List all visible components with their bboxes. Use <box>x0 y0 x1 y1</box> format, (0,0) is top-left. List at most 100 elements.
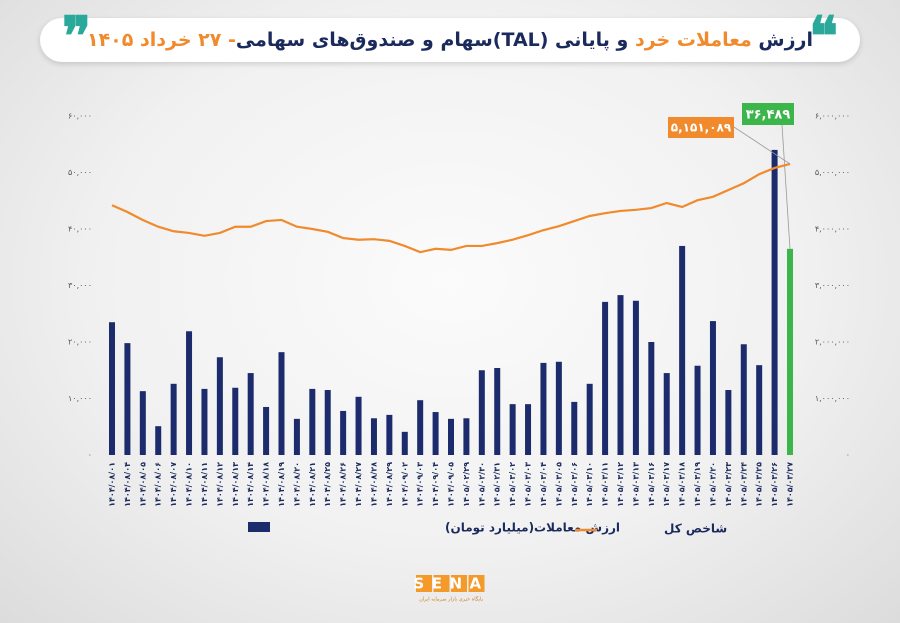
x-tick-label: ۱۴۰۵/۰۲/۲۹ <box>462 462 471 507</box>
y-tick-label: ۰ <box>88 451 92 460</box>
x-tick-label: ۱۴۰۵/۰۳/۲۷ <box>786 462 795 507</box>
x-tick-label: ۱۴۰۵/۰۳/۱۹ <box>693 462 702 507</box>
y-tick-label: ۴۰,۰۰۰ <box>68 225 92 234</box>
y2-tick-label: ۴,۰۰۰,۰۰۰ <box>815 225 850 234</box>
y-tick-label: ۲۰,۰۰۰ <box>68 338 92 347</box>
x-tick-label: ۱۴۰۵/۰۲/۳۰ <box>477 462 486 507</box>
x-tick-label: ۱۴۰۴/۰۸/۰۴ <box>123 462 132 507</box>
y-tick-label: ۶۰,۰۰۰ <box>68 112 92 121</box>
x-tick-label: ۱۴۰۴/۰۸/۲۰ <box>292 462 301 507</box>
bar <box>278 352 285 455</box>
x-tick-label: ۱۴۰۴/۰۸/۲۸ <box>369 462 378 507</box>
y2-tick-label: ۱,۰۰۰,۰۰۰ <box>815 394 850 403</box>
x-tick-label: ۱۴۰۵/۰۳/۰۲ <box>508 462 517 507</box>
bar <box>109 322 115 455</box>
y-tick-label: ۱۰,۰۰۰ <box>68 394 92 403</box>
bar <box>509 404 516 455</box>
legend-swatch <box>248 522 270 532</box>
chart-title: ارزش معاملات خرد و پایانی (TAL)سهام و صن… <box>87 29 813 51</box>
x-tick-label: ۱۴۰۴/۰۸/۰۱ <box>108 462 117 507</box>
bar <box>386 414 393 455</box>
x-tick-label: ۱۴۰۴/۰۸/۱۸ <box>262 462 271 507</box>
x-tick-label: ۱۴۰۴/۰۹/۰۵ <box>447 462 456 507</box>
bar <box>170 383 177 455</box>
x-tick-label: ۱۴۰۵/۰۲/۳۱ <box>493 462 502 507</box>
bar <box>448 418 454 455</box>
value-label-box <box>668 117 734 138</box>
x-tick-label: ۱۴۰۵/۰۳/۲۳ <box>724 462 733 507</box>
bar <box>679 245 686 455</box>
y2-tick-label: ۵,۰۰۰,۰۰۰ <box>815 168 850 177</box>
bar <box>340 410 347 455</box>
title-part: ارزش <box>751 29 814 51</box>
bar <box>478 370 485 455</box>
y-tick-label: ۵۰,۰۰۰ <box>68 168 92 177</box>
logo: SENA پایگاه خبری بازار سرمایه ایران <box>413 575 488 603</box>
x-tick-label: ۱۴۰۵/۰۳/۱۲ <box>616 462 625 507</box>
y2-tick-label: ۳,۰۰۰,۰۰۰ <box>815 281 850 290</box>
x-tick-label: ۱۴۰۴/۰۸/۰۵ <box>138 462 147 507</box>
legend-label: ارزش معاملات(میلیارد تومان) <box>445 521 620 536</box>
bar <box>525 404 532 455</box>
value-label: ۵,۱۵۱,۰۸۹ <box>671 121 732 135</box>
x-tick-label: ۱۴۰۴/۰۸/۰۶ <box>154 462 163 507</box>
logo-cell <box>468 575 485 592</box>
bar <box>663 373 670 455</box>
bar <box>787 248 793 455</box>
bar <box>694 365 701 455</box>
quote-mark: ❝ <box>808 4 838 68</box>
bar <box>355 396 362 455</box>
bar <box>648 342 655 455</box>
x-tick-label: ۱۴۰۴/۰۸/۱۹ <box>277 462 286 507</box>
x-tick-label: ۱۴۰۵/۰۳/۱۷ <box>662 462 671 507</box>
title-part: - ۲۷ خرداد ۱۴۰۵ <box>86 29 236 51</box>
x-tick-label: ۱۴۰۵/۰۳/۱۶ <box>647 462 656 507</box>
bar <box>216 357 223 455</box>
bar <box>247 373 254 455</box>
legend-label: شاخص کل <box>664 522 727 536</box>
x-tick-label: ۱۴۰۴/۰۸/۱۳ <box>231 462 240 507</box>
bar <box>155 426 162 455</box>
x-tick-label: ۱۴۰۴/۰۸/۲۷ <box>354 462 363 507</box>
bar <box>740 344 747 455</box>
bar <box>124 343 131 455</box>
x-tick-label: ۱۴۰۴/۰۸/۱۰ <box>185 462 194 507</box>
bar <box>293 418 300 455</box>
x-tick-label: ۱۴۰۴/۰۹/۰۲ <box>400 462 409 507</box>
logo-cell <box>433 575 450 592</box>
bar <box>586 383 593 455</box>
bar <box>540 362 547 455</box>
x-tick-label: ۱۴۰۴/۰۸/۱۲ <box>215 462 224 507</box>
logo-cell <box>451 575 467 592</box>
bar <box>232 387 239 455</box>
value-label-box <box>742 103 794 125</box>
bar <box>571 401 578 455</box>
bar <box>370 418 377 455</box>
bar <box>263 406 270 455</box>
bar <box>309 388 316 455</box>
y2-tick-label: ۶,۰۰۰,۰۰۰ <box>815 112 850 121</box>
title-part: و پایانی (TAL)سهام و صندوق‌های سهامی <box>235 29 635 51</box>
logo-text: SENA <box>413 575 488 593</box>
x-tick-label: ۱۴۰۵/۰۳/۲۴ <box>739 462 748 507</box>
bar <box>632 300 639 455</box>
x-tick-label: ۱۴۰۵/۰۳/۲۰ <box>708 462 717 507</box>
y-tick-label: ۳۰,۰۰۰ <box>68 281 92 290</box>
bar <box>432 412 439 455</box>
bar <box>201 388 208 455</box>
logo-tagline: پایگاه خبری بازار سرمایه ایران <box>419 596 483 603</box>
x-tick-label: ۱۴۰۴/۰۸/۰۷ <box>169 462 178 507</box>
bar <box>139 391 146 455</box>
bar <box>756 365 763 455</box>
label-leader <box>733 126 791 165</box>
bar <box>709 321 716 455</box>
x-tick-label: ۱۴۰۵/۰۳/۲۶ <box>770 462 779 507</box>
bar <box>602 301 609 455</box>
bar <box>401 431 408 455</box>
y2-tick-label: ۲,۰۰۰,۰۰۰ <box>815 338 850 347</box>
line <box>111 162 791 254</box>
bar <box>725 390 732 455</box>
x-tick-label: ۱۴۰۵/۰۳/۰۳ <box>524 462 533 507</box>
x-tick-label: ۱۴۰۵/۰۳/۲۵ <box>755 462 764 507</box>
x-tick-label: ۱۴۰۴/۰۸/۲۶ <box>339 462 348 507</box>
